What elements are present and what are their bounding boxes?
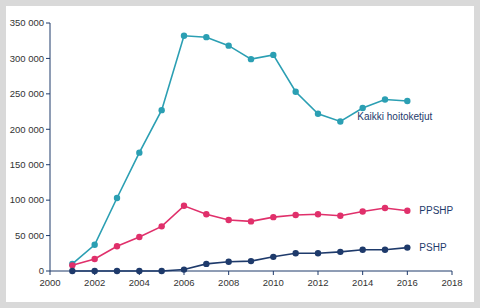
x-tick-label: 2014 bbox=[352, 277, 373, 288]
series-marker bbox=[136, 234, 142, 240]
series-marker bbox=[292, 89, 298, 95]
x-tick bbox=[407, 271, 408, 275]
series-marker bbox=[359, 208, 365, 214]
x-tick bbox=[318, 271, 319, 275]
x-tick bbox=[362, 271, 363, 275]
background bbox=[6, 6, 474, 302]
chart: 0 50 000 100 000 150 000 200 000 250 000 300 0… bbox=[0, 0, 480, 308]
series-marker bbox=[114, 243, 120, 249]
series-marker bbox=[382, 247, 388, 253]
series-marker bbox=[270, 254, 276, 260]
series-marker bbox=[91, 256, 97, 262]
series-marker bbox=[158, 268, 164, 274]
y-tick bbox=[46, 200, 50, 201]
y-tick-label: 100 000 bbox=[10, 194, 44, 205]
outer-frame bbox=[0, 0, 480, 308]
y-tick-label: 0 bbox=[39, 265, 44, 276]
series-marker bbox=[315, 110, 321, 116]
series-marker bbox=[158, 107, 164, 113]
series-marker bbox=[248, 218, 254, 224]
series-marker bbox=[315, 250, 321, 256]
x-tick bbox=[228, 271, 229, 275]
y-tick bbox=[46, 271, 50, 272]
series-marker bbox=[158, 223, 164, 229]
x-tick-label: 2012 bbox=[307, 277, 328, 288]
series-marker bbox=[181, 33, 187, 39]
y-tick-label: 300 000 bbox=[10, 53, 44, 64]
series-marker bbox=[114, 195, 120, 201]
series-marker bbox=[203, 211, 209, 217]
series-marker bbox=[91, 268, 97, 274]
y-tick bbox=[46, 164, 50, 165]
series-marker bbox=[225, 217, 231, 223]
series-marker bbox=[203, 261, 209, 267]
series-marker bbox=[248, 56, 254, 62]
plot-area bbox=[69, 33, 410, 275]
series-marker bbox=[382, 96, 388, 102]
x-tick-label: 2006 bbox=[173, 277, 194, 288]
series-marker bbox=[136, 268, 142, 274]
y-tick bbox=[46, 235, 50, 236]
series-marker bbox=[382, 205, 388, 211]
x-tick-label: 2010 bbox=[263, 277, 284, 288]
y-tick bbox=[46, 23, 50, 24]
x-tick bbox=[273, 271, 274, 275]
series-marker bbox=[248, 258, 254, 264]
series-label: Kaikki hoitoketjut bbox=[357, 111, 432, 122]
series-marker bbox=[292, 250, 298, 256]
series-marker bbox=[225, 259, 231, 265]
series-marker bbox=[69, 268, 75, 274]
series-line bbox=[72, 248, 407, 271]
series-marker bbox=[69, 262, 75, 268]
series-marker bbox=[404, 208, 410, 214]
series-label: PSHP bbox=[419, 242, 447, 253]
y-tick bbox=[46, 129, 50, 130]
y-tick-label: 250 000 bbox=[10, 88, 44, 99]
x-tick bbox=[452, 271, 453, 275]
y-tick-label: 50 000 bbox=[15, 230, 44, 241]
series-marker bbox=[270, 52, 276, 58]
x-tick-label: 2002 bbox=[84, 277, 105, 288]
series-marker bbox=[203, 34, 209, 40]
series-marker bbox=[359, 247, 365, 253]
series-line bbox=[72, 206, 407, 266]
series-marker bbox=[225, 42, 231, 48]
y-tick bbox=[46, 58, 50, 59]
x-tick-label: 2000 bbox=[39, 277, 60, 288]
series-label: PPSHP bbox=[419, 205, 453, 216]
series-marker bbox=[337, 213, 343, 219]
series-marker bbox=[337, 118, 343, 124]
series-marker bbox=[337, 249, 343, 255]
series-marker bbox=[270, 214, 276, 220]
series-marker bbox=[292, 212, 298, 218]
x-tick-label: 2018 bbox=[441, 277, 462, 288]
y-tick-label: 150 000 bbox=[10, 159, 44, 170]
series-marker bbox=[315, 211, 321, 217]
y-tick-label: 350 000 bbox=[10, 17, 44, 28]
series-marker bbox=[181, 203, 187, 209]
series-marker bbox=[91, 242, 97, 248]
x-tick bbox=[50, 271, 51, 275]
x-tick-label: 2016 bbox=[397, 277, 418, 288]
series-marker bbox=[136, 149, 142, 155]
x-tick-label: 2004 bbox=[129, 277, 150, 288]
series-marker bbox=[404, 98, 410, 104]
y-tick-label: 200 000 bbox=[10, 124, 44, 135]
y-axis bbox=[50, 23, 51, 271]
series-marker bbox=[404, 244, 410, 250]
series-marker bbox=[114, 268, 120, 274]
y-tick bbox=[46, 93, 50, 94]
series-line bbox=[72, 36, 407, 264]
series-marker bbox=[181, 266, 187, 272]
x-tick-label: 2008 bbox=[218, 277, 239, 288]
